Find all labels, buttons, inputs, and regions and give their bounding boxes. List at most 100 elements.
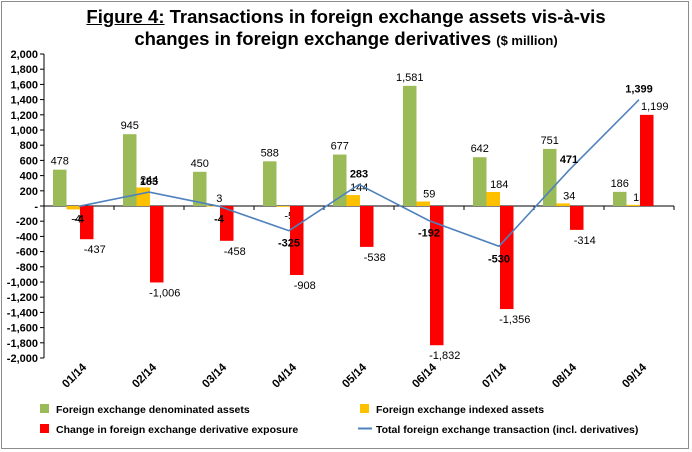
title-unit: ($ million) (496, 33, 558, 48)
data-label: 677 (331, 141, 349, 153)
bar-denominated (613, 191, 627, 206)
y-tick-label: 1,600 (10, 79, 38, 91)
legend-label: Foreign exchange denominated assets (56, 404, 250, 416)
bar-indexed (206, 205, 220, 207)
figure-label: Figure 4: (86, 6, 165, 27)
total-data-label: 183 (140, 176, 158, 188)
data-label: 478 (51, 156, 69, 168)
data-label: -314 (574, 235, 596, 247)
bar-denominated (473, 157, 487, 206)
bar-derivative (80, 206, 94, 240)
bar-denominated (263, 161, 277, 206)
y-tick-label: 2,000 (10, 49, 38, 61)
title-line-2: changes in foreign exchange derivatives (134, 28, 492, 49)
data-label: 34 (563, 190, 575, 202)
y-tick-label: -1,400 (7, 307, 38, 319)
bar-indexed (416, 201, 430, 206)
y-tick-label: 400 (20, 171, 38, 183)
bar-denominated (53, 169, 67, 206)
bar-derivative (500, 206, 514, 310)
y-tick-label: 600 (20, 155, 38, 167)
x-tick-label: 04/14 (270, 361, 299, 390)
bar-indexed (556, 203, 570, 206)
bar-indexed (346, 195, 360, 206)
bar-indexed (486, 192, 500, 206)
total-data-label: -4 (214, 213, 225, 225)
y-tick-label: -800 (16, 262, 38, 274)
bar-derivative (430, 206, 444, 346)
total-line (78, 99, 640, 248)
bar-derivative (150, 206, 164, 283)
data-label: 588 (261, 147, 279, 159)
bar-derivative (640, 114, 654, 206)
legend-label: Change in foreign exchange derivative ex… (56, 424, 298, 436)
bar-indexed (66, 206, 80, 210)
x-tick-label: 01/14 (60, 361, 89, 390)
data-label: 3 (216, 193, 222, 205)
y-tick-label: 200 (20, 186, 38, 198)
data-label: 1,199 (641, 101, 669, 113)
y-tick-label: -1,600 (7, 323, 38, 335)
bar-derivative (220, 206, 234, 241)
total-data-label: -192 (418, 228, 440, 240)
total-data-label: 1,399 (625, 84, 653, 96)
bar-denominated (123, 134, 137, 206)
y-tick-label: -1,200 (7, 292, 38, 304)
y-tick-label: 1,000 (10, 125, 38, 137)
legend-swatch (40, 424, 49, 433)
data-label: 450 (191, 158, 209, 170)
y-tick-label: 800 (20, 140, 38, 152)
total-data-label: -325 (278, 238, 300, 250)
data-label: 1,581 (396, 72, 424, 84)
data-label: -5 (284, 210, 294, 222)
y-tick-label: 1,200 (10, 110, 38, 122)
data-label: 945 (121, 120, 139, 132)
data-label: -1,006 (149, 287, 180, 299)
y-tick-label: -400 (16, 231, 38, 243)
x-tick-label: 08/14 (550, 361, 579, 390)
legend-swatch (360, 404, 369, 413)
data-label: -908 (294, 280, 316, 292)
y-tick-label: - (34, 201, 38, 213)
bar-derivative (570, 206, 584, 230)
y-tick-label: -1,800 (7, 338, 38, 350)
bar-indexed (136, 187, 150, 206)
y-tick-label: -1,000 (7, 277, 38, 289)
x-tick-label: 03/14 (200, 361, 229, 390)
chart-title: Figure 4: Transactions in foreign exchan… (0, 6, 692, 52)
legend-label: Foreign exchange indexed assets (376, 404, 544, 416)
y-tick-label: -2,000 (7, 353, 38, 365)
legend-swatch (40, 404, 49, 413)
bar-derivative (360, 206, 374, 247)
x-tick-label: 09/14 (620, 361, 649, 390)
data-label: -1,356 (499, 314, 530, 326)
data-label: 751 (541, 135, 559, 147)
bar-indexed (276, 206, 290, 207)
data-label: 59 (423, 189, 435, 201)
x-tick-label: 07/14 (480, 361, 509, 390)
data-label: 184 (490, 179, 508, 191)
bar-denominated (193, 171, 207, 206)
total-data-label: -530 (488, 253, 510, 265)
data-label: -437 (84, 244, 106, 256)
data-label: -458 (224, 246, 246, 258)
bar-denominated (403, 85, 417, 206)
data-label: 186 (611, 178, 629, 190)
data-label: -1,832 (429, 350, 460, 362)
data-label: 244 (140, 174, 158, 186)
data-label: -538 (364, 252, 386, 264)
x-tick-label: 02/14 (130, 361, 159, 390)
y-tick-label: -600 (16, 247, 38, 259)
legend-label: Total foreign exchange transaction (incl… (376, 424, 638, 436)
total-data-label: 471 (560, 154, 578, 166)
total-data-label: 283 (350, 168, 368, 180)
title-line-1: Transactions in foreign exchange assets … (169, 6, 606, 27)
bar-denominated (543, 148, 557, 206)
x-tick-label: 06/14 (410, 361, 439, 390)
data-label: 144 (350, 182, 368, 194)
y-tick-label: 1,400 (10, 95, 38, 107)
y-tick-label: 1,800 (10, 64, 38, 76)
bar-indexed (626, 204, 640, 206)
total-data-label: -4 (74, 213, 85, 225)
